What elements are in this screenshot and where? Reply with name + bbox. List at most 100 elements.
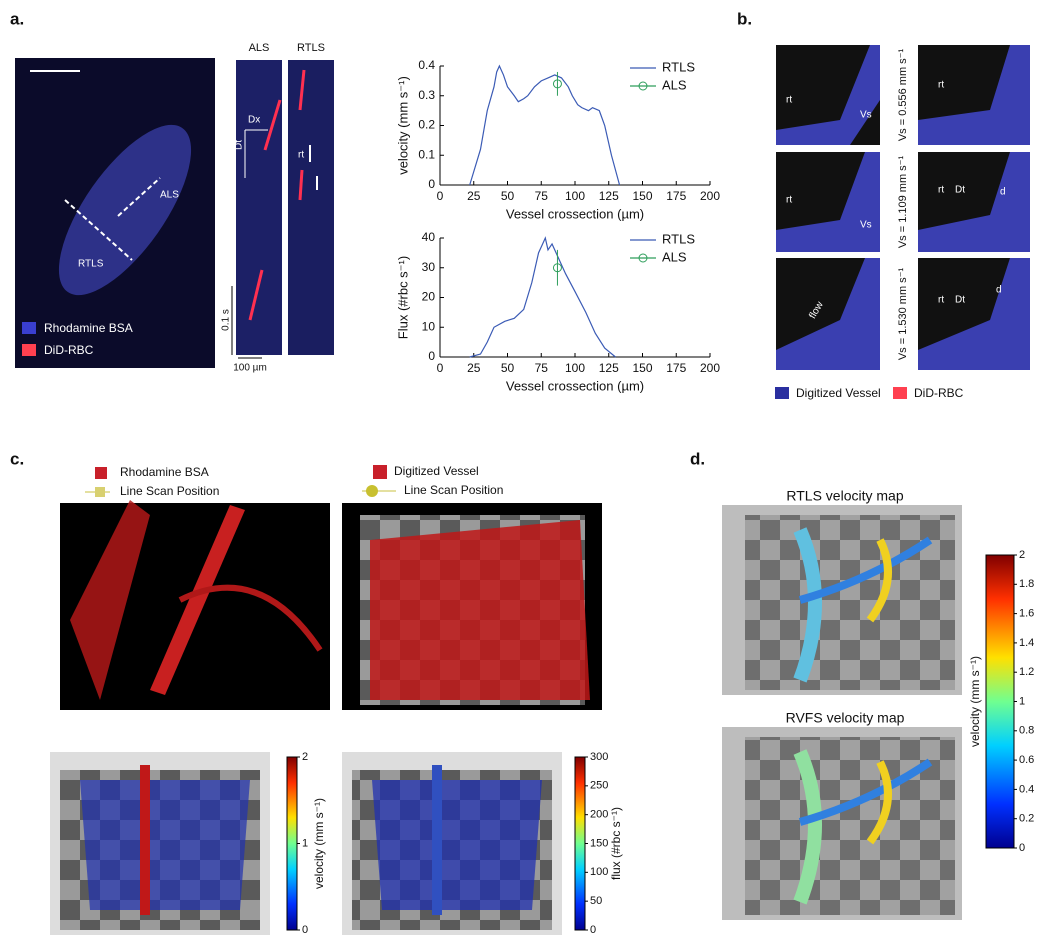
kymograph-label: Dx: [248, 115, 260, 126]
y-tick-label: 0.3: [418, 88, 435, 102]
y-tick-label: 40: [422, 230, 436, 244]
kymograph-label: Dt: [234, 140, 245, 150]
x-tick-label: 200: [700, 189, 720, 203]
legend-label: Digitized Vessel: [394, 464, 479, 478]
image-label: rt: [938, 80, 944, 91]
y-tick-label: 0: [428, 177, 435, 191]
colorbar-tick-label: 0.4: [1019, 783, 1034, 795]
legend-label: RTLS: [662, 231, 695, 246]
legend-label: ALS: [662, 249, 687, 264]
x-tick-label: 0: [437, 189, 444, 203]
y-tick-label: 30: [422, 260, 436, 274]
colorbar-label: flux (#rbc s⁻¹): [609, 807, 623, 880]
flow-images: rt Vs rt rt Vs rt Dt d rt Dt d flow Vs =…: [775, 45, 1030, 400]
x-tick-label: 125: [599, 361, 619, 375]
image-label: rt: [786, 195, 792, 206]
colorbar-tick-label: 300: [590, 751, 608, 763]
y-tick-label: 10: [422, 319, 436, 333]
map-title: RTLS velocity map: [786, 488, 903, 504]
image-label: ALS: [160, 190, 179, 201]
colorbar-tick-label: 1.6: [1019, 608, 1034, 620]
x-tick-label: 25: [467, 189, 481, 203]
legend-label: Digitized Vessel: [796, 386, 881, 400]
kymograph-title: RTLS: [297, 42, 325, 54]
x-tick-label: 175: [666, 189, 686, 203]
image-label: RTLS: [78, 259, 104, 270]
speed-label: Vs = 0.556 mm s⁻¹: [897, 49, 909, 142]
y-tick-label: 20: [422, 290, 436, 304]
colorbar-tick-label: 100: [590, 866, 608, 878]
legend-label: DiD-RBC: [914, 386, 964, 400]
x-tick-label: 100: [565, 361, 585, 375]
speed-label: Vs = 1.109 mm s⁻¹: [897, 156, 909, 249]
colorbar-tick-label: 0: [1019, 842, 1025, 854]
image-label: Vs: [860, 110, 872, 121]
point: [552, 263, 562, 273]
colorbar-tick-label: 50: [590, 895, 602, 907]
panel-label: d.: [690, 449, 705, 468]
colorbar-tick-label: 250: [590, 780, 608, 792]
point: [552, 79, 562, 89]
map-title: RVFS velocity map: [786, 710, 905, 726]
colorbar-tick-label: 0: [302, 924, 308, 936]
colorbar-tick-label: 150: [590, 837, 608, 849]
colorbar-tick-label: 1.2: [1019, 666, 1034, 678]
x-tick-label: 50: [501, 361, 515, 375]
x-tick-label: 175: [666, 361, 686, 375]
x-tick-label: 75: [535, 189, 549, 203]
legend-label: DiD-RBC: [44, 343, 94, 357]
y-axis-label: velocity (mm s⁻¹): [395, 76, 410, 175]
panel-label: b.: [737, 9, 752, 28]
image-label: Dt: [955, 185, 965, 196]
render-images: Rhodamine BSA Line Scan Position Digitiz…: [50, 464, 602, 935]
image-label: rt: [938, 295, 944, 306]
colorbar-tick-label: 2: [1019, 549, 1025, 561]
velocity-maps: RTLS velocity map RVFS velocity map: [722, 488, 962, 920]
x-axis-label: Vessel crossection (µm): [506, 206, 644, 221]
scale-label: 0.1 s: [221, 309, 232, 331]
x-tick-label: 150: [632, 189, 652, 203]
kymographs: ALS RTLS Dx Dt rt 0.1 s 100 µm: [221, 42, 334, 374]
colorbar-tick-label: 200: [590, 809, 608, 821]
panel-label: c.: [10, 449, 24, 468]
x-tick-label: 25: [467, 361, 481, 375]
colorbar-tick-label: 1.8: [1019, 578, 1034, 590]
panel-label: a.: [10, 9, 24, 28]
colorbar-tick-label: 0: [590, 924, 596, 936]
colorbar-tick-label: 1: [1019, 695, 1025, 707]
legend-label: Line Scan Position: [404, 483, 503, 497]
data-line: [469, 236, 616, 358]
x-tick-label: 100: [565, 189, 585, 203]
colorbar: [574, 756, 586, 931]
x-tick-label: 0: [437, 361, 444, 375]
colorbar-label: velocity (mm s⁻¹): [968, 656, 982, 747]
x-tick-label: 200: [700, 361, 720, 375]
legend-label: Rhodamine BSA: [120, 465, 209, 479]
x-axis-label: Vessel crossection (µm): [506, 378, 644, 393]
image-label: rt: [938, 185, 944, 196]
y-tick-label: 0.2: [418, 118, 435, 132]
colorbar: [985, 554, 1015, 849]
image-label: Vs: [860, 220, 872, 231]
colorbar-tick-label: 1.4: [1019, 637, 1034, 649]
y-tick-label: 0.1: [418, 147, 435, 161]
y-tick-label: 0.4: [418, 58, 435, 72]
kymograph-label: rt: [298, 150, 304, 161]
x-tick-label: 150: [632, 361, 652, 375]
legend-label: ALS: [662, 77, 687, 92]
image-label: d: [996, 285, 1002, 296]
image-label: d: [1000, 187, 1006, 198]
legend-label: RTLS: [662, 59, 695, 74]
y-axis-label: Flux (#rbc s⁻¹): [395, 256, 410, 339]
colorbar-tick-label: 0.6: [1019, 754, 1034, 766]
colorbar-label: velocity (mm s⁻¹): [312, 798, 326, 889]
speed-label: Vs = 1.530 mm s⁻¹: [897, 268, 909, 361]
legend-label: Rhodamine BSA: [44, 321, 133, 335]
x-tick-label: 125: [599, 189, 619, 203]
scale-label: 100 µm: [233, 363, 267, 374]
data-line: [469, 64, 621, 186]
x-tick-label: 50: [501, 189, 515, 203]
colorbar-tick-label: 0.2: [1019, 813, 1034, 825]
y-tick-label: 0: [428, 349, 435, 363]
